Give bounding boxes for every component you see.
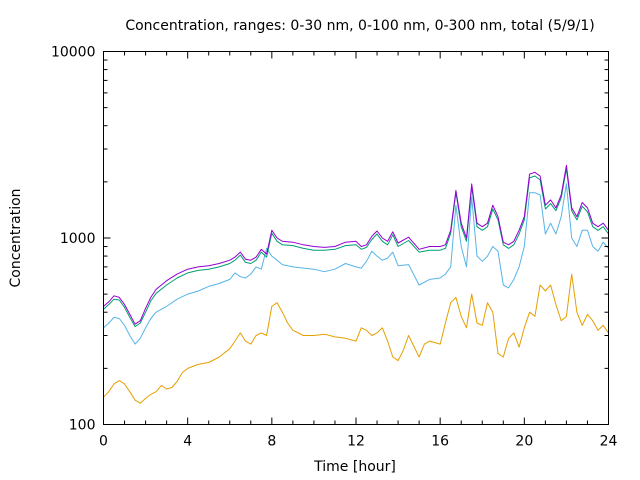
series-layer: [103, 164, 609, 404]
series-line-0-30-nm: [103, 273, 609, 404]
y-tick-label: 10000: [51, 45, 96, 61]
plot-frame: [103, 51, 609, 425]
x-tick-label: 16: [431, 434, 449, 450]
x-tick-label: 4: [183, 434, 192, 450]
series-line-total: [103, 164, 609, 325]
y-tick-label: 100: [69, 418, 96, 434]
series-line-0-300-nm: [103, 168, 609, 328]
ticks-layer: 0 4 8 12 16 20 24 100 1000 10000: [51, 45, 618, 450]
x-tick-label: 0: [99, 434, 108, 450]
x-axis-label: Time [hour]: [313, 459, 396, 475]
series-line-0-100-nm: [103, 183, 609, 345]
chart-title: Concentration, ranges: 0-30 nm, 0-100 nm…: [125, 18, 594, 34]
y-axis-label: Concentration: [8, 188, 24, 287]
x-tick-label: 24: [600, 434, 618, 450]
x-tick-label: 20: [515, 434, 533, 450]
x-tick-label: 12: [347, 434, 365, 450]
x-tick-label: 8: [267, 434, 276, 450]
y-tick-label: 1000: [60, 231, 96, 247]
